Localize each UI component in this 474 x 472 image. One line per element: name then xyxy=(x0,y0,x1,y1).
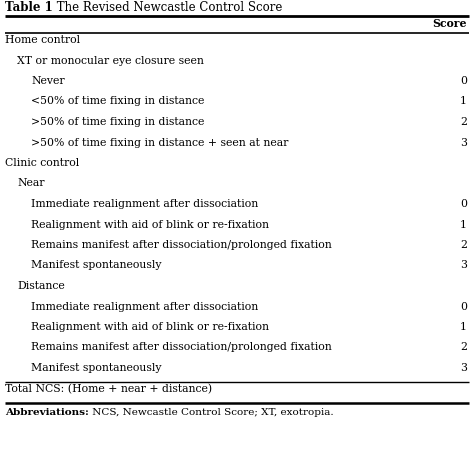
Text: XT or monocular eye closure seen: XT or monocular eye closure seen xyxy=(17,56,204,66)
Text: >50% of time fixing in distance: >50% of time fixing in distance xyxy=(31,117,204,127)
Text: Score: Score xyxy=(432,18,467,29)
Text: Remains manifest after dissociation/prolonged fixation: Remains manifest after dissociation/prol… xyxy=(31,343,332,353)
Text: Abbreviations:: Abbreviations: xyxy=(5,408,89,417)
Text: >50% of time fixing in distance + seen at near: >50% of time fixing in distance + seen a… xyxy=(31,137,288,147)
Text: Total NCS: (Home + near + distance): Total NCS: (Home + near + distance) xyxy=(5,383,212,394)
Text: 0: 0 xyxy=(460,76,467,86)
Text: 2: 2 xyxy=(460,343,467,353)
Text: Clinic control: Clinic control xyxy=(5,158,79,168)
Text: 3: 3 xyxy=(460,261,467,270)
Text: Never: Never xyxy=(31,76,64,86)
Text: The Revised Newcastle Control Score: The Revised Newcastle Control Score xyxy=(53,1,282,14)
Text: Manifest spontaneously: Manifest spontaneously xyxy=(31,363,162,373)
Text: 2: 2 xyxy=(460,240,467,250)
Text: 2: 2 xyxy=(460,117,467,127)
Text: <50% of time fixing in distance: <50% of time fixing in distance xyxy=(31,96,204,107)
Text: Realignment with aid of blink or re-fixation: Realignment with aid of blink or re-fixa… xyxy=(31,322,269,332)
Text: Distance: Distance xyxy=(17,281,65,291)
Text: Near: Near xyxy=(17,178,45,188)
Text: Home control: Home control xyxy=(5,35,80,45)
Text: Table 1: Table 1 xyxy=(5,1,53,14)
Text: Immediate realignment after dissociation: Immediate realignment after dissociation xyxy=(31,302,258,312)
Text: Immediate realignment after dissociation: Immediate realignment after dissociation xyxy=(31,199,258,209)
Text: NCS, Newcastle Control Score; XT, exotropia.: NCS, Newcastle Control Score; XT, exotro… xyxy=(89,408,334,417)
Text: 3: 3 xyxy=(460,363,467,373)
Text: 1: 1 xyxy=(460,219,467,229)
Text: Remains manifest after dissociation/prolonged fixation: Remains manifest after dissociation/prol… xyxy=(31,240,332,250)
Text: Manifest spontaneously: Manifest spontaneously xyxy=(31,261,162,270)
Text: 1: 1 xyxy=(460,96,467,107)
Text: 0: 0 xyxy=(460,302,467,312)
Text: 3: 3 xyxy=(460,137,467,147)
Text: 0: 0 xyxy=(460,199,467,209)
Text: 1: 1 xyxy=(460,322,467,332)
Text: Realignment with aid of blink or re-fixation: Realignment with aid of blink or re-fixa… xyxy=(31,219,269,229)
